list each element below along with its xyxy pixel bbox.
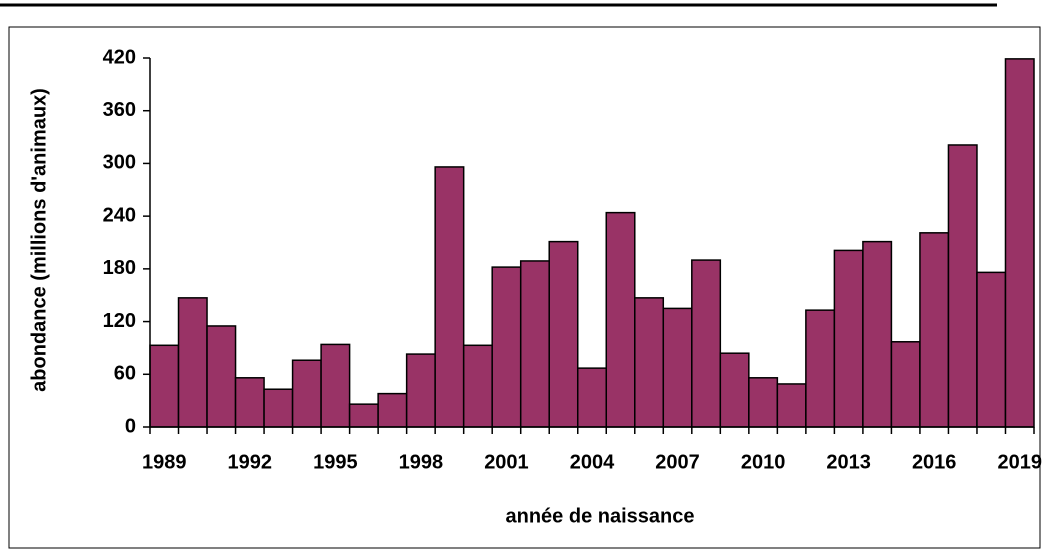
y-tick-label: 420 (103, 46, 136, 68)
x-tick-label: 1989 (142, 451, 187, 473)
bar (776, 383, 807, 428)
bar (377, 392, 408, 428)
x-tick-label: 1992 (228, 451, 273, 473)
bar (462, 344, 493, 428)
x-tick-label: 2013 (826, 451, 871, 473)
bar (206, 325, 237, 428)
x-tick-label: 2016 (912, 451, 957, 473)
bar (805, 309, 836, 428)
bar (890, 341, 921, 428)
y-tick-label: 0 (125, 415, 136, 437)
bar (976, 271, 1007, 428)
bar (519, 260, 550, 428)
bar (605, 211, 636, 428)
bar (234, 377, 265, 428)
y-axis-title: abondance (millions d'animaux) (28, 88, 50, 392)
y-tick-label: 180 (103, 257, 136, 279)
x-tick-label: 2019 (997, 451, 1042, 473)
bar (833, 249, 864, 428)
bar (691, 259, 722, 428)
y-tick-label: 360 (103, 99, 136, 121)
bar (748, 377, 779, 428)
bar (491, 266, 522, 428)
bar (1004, 58, 1035, 428)
bar (862, 240, 893, 428)
x-tick-label: 1998 (399, 451, 444, 473)
bar (348, 403, 379, 428)
bar (634, 297, 665, 428)
bar (576, 367, 608, 428)
bar (149, 344, 180, 428)
bar (947, 144, 978, 428)
x-tick-label: 2004 (570, 451, 615, 473)
x-axis-title: année de naissance (506, 505, 695, 527)
bar (177, 297, 208, 428)
y-tick-label: 60 (114, 363, 136, 385)
x-tick-label: 2007 (655, 451, 700, 473)
bar (719, 352, 750, 428)
bar (434, 166, 465, 428)
bar (548, 240, 579, 428)
y-tick-label: 240 (103, 204, 136, 226)
bar (919, 232, 950, 428)
bar (320, 343, 351, 428)
y-tick-label: 120 (103, 310, 136, 332)
bar (405, 353, 436, 428)
x-tick-label: 1995 (313, 451, 358, 473)
x-tick-label: 2010 (741, 451, 786, 473)
bar (291, 359, 322, 428)
bar (662, 307, 693, 428)
x-tick-label: 2001 (484, 451, 529, 473)
y-tick-label: 300 (103, 152, 136, 174)
chart-frame (8, 26, 1041, 549)
bar (263, 388, 294, 428)
